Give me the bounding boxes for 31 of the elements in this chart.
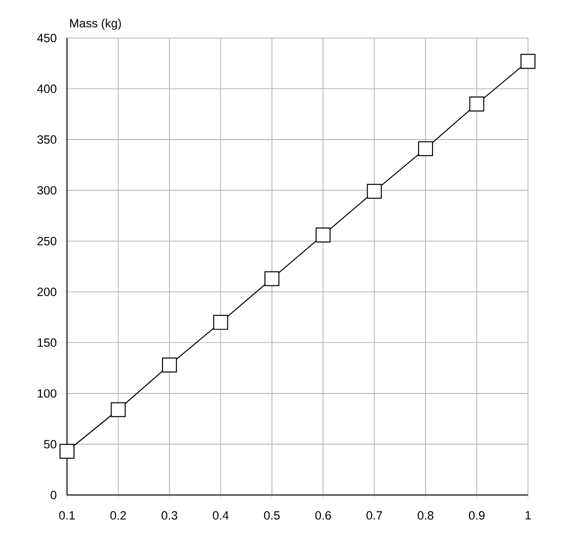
x-tick-label: 0.2 <box>110 511 126 520</box>
x-tick-label: 0.9 <box>468 511 485 520</box>
point <box>60 444 74 459</box>
point <box>213 314 228 330</box>
y-tick-label: 100 <box>38 389 56 398</box>
point <box>162 358 177 372</box>
x-tick-label: 0.5 <box>264 511 280 520</box>
point <box>469 96 484 112</box>
y-tick-label: 300 <box>37 186 56 195</box>
y-tick-label: 0 <box>50 490 56 500</box>
point <box>110 402 126 418</box>
point <box>366 184 382 199</box>
x-tick-label: 0.6 <box>315 511 331 520</box>
point <box>418 141 434 156</box>
y-tick-label: 50 <box>44 440 56 448</box>
y-tick-label: 450 <box>37 34 56 42</box>
point <box>520 54 536 69</box>
y-tick-label: 400 <box>37 84 56 93</box>
x-tick-label: 0.3 <box>162 511 178 520</box>
x-tick-label: 0.7 <box>366 511 382 520</box>
x-tick-label: 1 <box>526 511 531 520</box>
point <box>316 228 331 242</box>
y-tick-label: 200 <box>37 288 56 296</box>
y-tick-label: 150 <box>38 338 56 347</box>
x-tick-label: 0.4 <box>212 511 229 520</box>
y-tick-label: 350 <box>37 135 56 144</box>
y-tick-label: 250 <box>37 236 56 246</box>
y-axis-title: Mass (kg) <box>70 18 121 30</box>
point <box>264 271 280 286</box>
x-tick-label: 0.8 <box>418 511 434 520</box>
x-tick-label: 0.1 <box>59 511 75 520</box>
